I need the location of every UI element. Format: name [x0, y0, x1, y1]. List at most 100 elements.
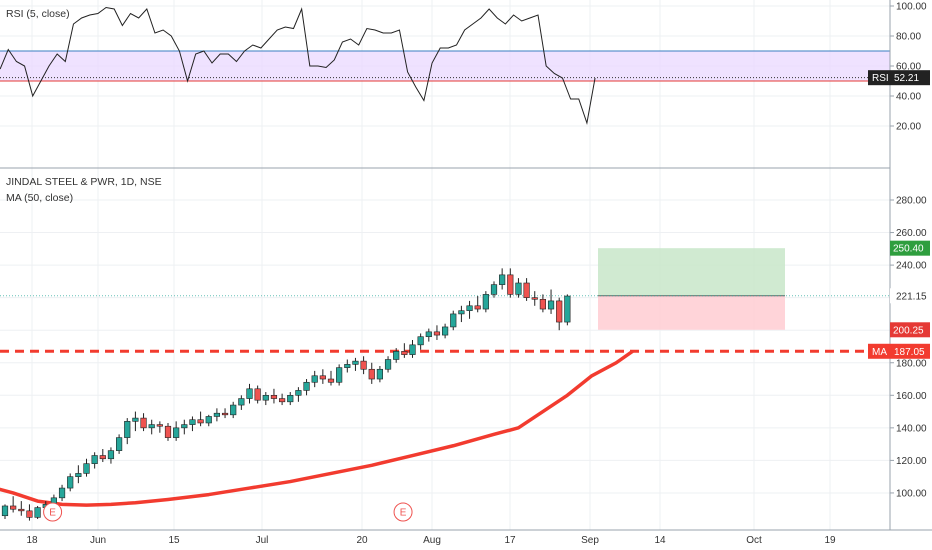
- candle-body-24: [197, 419, 204, 424]
- time-tick-label-7: Sep: [581, 535, 599, 546]
- target-zone: [598, 248, 785, 296]
- candle-body-66: [539, 298, 546, 310]
- candle-body-35: [287, 394, 294, 403]
- candle-body-25: [205, 416, 212, 424]
- candle-body-45: [368, 368, 375, 380]
- candle-body-56: [458, 310, 465, 315]
- candle-body-21: [173, 427, 180, 438]
- current-price-tag: 221.15: [896, 291, 927, 302]
- candle-body-65: [531, 297, 538, 300]
- candle-body-11: [91, 455, 98, 464]
- candle-body-57: [466, 305, 473, 311]
- time-tick-label-0: 18: [26, 535, 38, 546]
- candle-body-7: [58, 487, 66, 499]
- rsi-panel[interactable]: [0, 6, 890, 125]
- stop-price-tag-bg: [890, 322, 930, 338]
- rsi-tick-label-2: 60.00: [896, 62, 921, 73]
- candle-body-16: [132, 417, 139, 422]
- earnings-marker-1: [393, 502, 413, 522]
- candle-body-41: [336, 367, 343, 383]
- stop-zone: [598, 295, 785, 330]
- candle-body-42: [344, 364, 351, 368]
- candle-body-34: [278, 398, 286, 403]
- candle-body-54: [441, 326, 449, 336]
- time-tick-label-5: Aug: [423, 535, 441, 546]
- candle-body-17: [140, 417, 147, 429]
- time-tick-label-4: 20: [356, 535, 368, 546]
- candle-body-37: [303, 381, 310, 391]
- candle-body-30: [246, 388, 253, 399]
- candle-body-1: [10, 505, 17, 510]
- candle-body-43: [352, 360, 359, 365]
- candle-body-48: [393, 351, 400, 360]
- candle-body-20: [164, 425, 172, 438]
- target-price-tag-bg: [890, 240, 930, 256]
- rsi-line: [0, 6, 596, 125]
- candle-body-63: [515, 282, 522, 295]
- earnings-marker-0: [43, 502, 63, 522]
- current-price-tag-bg: [890, 288, 930, 304]
- earnings-marker-label-1: E: [400, 508, 407, 519]
- ma-tag-value: 187.05: [894, 347, 925, 358]
- candle-body-46: [376, 368, 384, 380]
- time-tick-label-2: 15: [168, 535, 180, 546]
- rsi-tick-label-3: 40.00: [896, 92, 921, 103]
- candle-body-52: [425, 331, 432, 338]
- price-tick-label-0: 280.00: [896, 196, 927, 207]
- price-legend-ma: MA (50, close): [6, 192, 73, 204]
- price-tick-label-7: 140.00: [896, 423, 927, 434]
- rsi-tick-label-1: 80.00: [896, 32, 921, 43]
- candle-body-28: [230, 404, 237, 416]
- candle-body-50: [409, 344, 416, 355]
- time-tick-label-10: 19: [824, 535, 836, 546]
- ma-50-line: [0, 349, 634, 507]
- time-tick-label-6: 17: [504, 535, 516, 546]
- candle-body-61: [499, 274, 506, 285]
- rsi-tag-value: 52.21: [894, 73, 919, 84]
- price-tick-label-5: 180.00: [896, 358, 927, 369]
- candle-body-2: [18, 508, 25, 512]
- candle-body-69: [564, 295, 571, 323]
- candle-body-9: [75, 473, 82, 477]
- stop-price-tag: 200.25: [893, 325, 924, 336]
- candle-body-13: [107, 450, 115, 460]
- candle-body-12: [99, 455, 106, 460]
- candle-body-39: [319, 375, 326, 380]
- candle-body-8: [67, 476, 74, 489]
- candle-body-59: [482, 294, 489, 310]
- ma-tag-label: MA: [872, 347, 887, 358]
- candle-body-19: [156, 424, 163, 427]
- candle-body-32: [262, 394, 269, 401]
- candle-body-15: [124, 421, 131, 438]
- candle-body-23: [189, 419, 196, 425]
- candle-body-27: [221, 412, 229, 416]
- rsi-tick-label-0: 100.00: [896, 2, 927, 13]
- candle-body-26: [213, 412, 221, 417]
- candle-body-4: [34, 507, 41, 518]
- candle-body-55: [450, 313, 457, 328]
- candle-body-58: [474, 305, 481, 310]
- rsi-legend: RSI (5, close): [6, 8, 70, 20]
- candle-body-29: [238, 398, 245, 406]
- candle-body-47: [384, 359, 392, 370]
- price-legend-title: JINDAL STEEL & PWR, 1D, NSE: [6, 176, 162, 188]
- candle-body-53: [433, 331, 441, 336]
- candle-body-60: [490, 284, 498, 295]
- candle-body-67: [547, 300, 555, 310]
- candle-body-62: [507, 274, 514, 295]
- candle-body-22: [181, 424, 188, 429]
- time-tick-label-8: 14: [654, 535, 666, 546]
- candle-body-49: [401, 351, 408, 355]
- rsi-tick-label-4: 20.00: [896, 122, 921, 133]
- rsi-tag-bg: [868, 70, 930, 86]
- target-price-tag: 250.40: [893, 244, 924, 255]
- price-tick-label-9: 100.00: [896, 488, 927, 499]
- candle-body-18: [148, 424, 155, 429]
- candle-body-38: [311, 375, 318, 383]
- price-axis-bg: [890, 0, 932, 550]
- earnings-marker-label-0: E: [49, 508, 56, 519]
- candle-body-51: [417, 336, 424, 346]
